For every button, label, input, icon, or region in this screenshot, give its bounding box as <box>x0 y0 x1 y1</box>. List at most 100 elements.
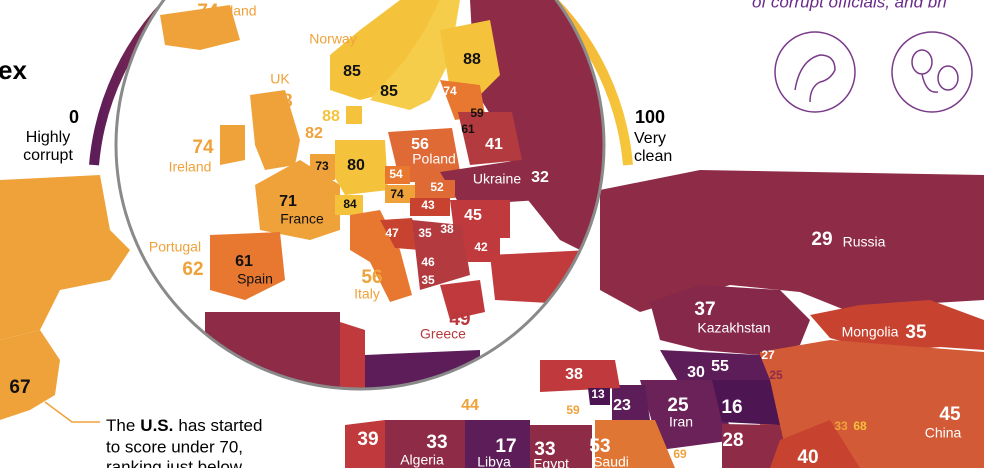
scale-ring <box>89 0 633 166</box>
region-name: Mongolia <box>842 324 899 340</box>
region-name: Kazakhstan <box>697 320 770 336</box>
region-name: Italy <box>354 286 380 302</box>
region-score: 59 <box>470 106 484 120</box>
region-name: Spain <box>237 271 273 287</box>
region-score: 44 <box>461 397 479 414</box>
region-name: Russia <box>843 234 886 250</box>
world-map <box>0 170 984 468</box>
region-score: 62 <box>182 259 203 280</box>
region-score: 38 <box>440 222 454 236</box>
region-score: 74 <box>390 187 404 201</box>
region-score: 30 <box>687 364 705 381</box>
region-score: 82 <box>305 125 323 142</box>
region-name: Portugal <box>149 239 201 255</box>
region-score: 33 <box>834 419 848 433</box>
region-name: Norway <box>309 31 356 47</box>
region-score: 49 <box>449 309 470 330</box>
region-name: Iceland <box>211 3 256 19</box>
europe-inset <box>160 0 604 389</box>
region-score: 38 <box>565 366 583 383</box>
region-score: 39 <box>357 429 378 450</box>
region-name: UK <box>270 71 290 87</box>
region-score: 40 <box>797 447 818 468</box>
legend-max: 100 <box>635 107 665 127</box>
region-score: 43 <box>421 198 435 212</box>
region-score: 67 <box>9 377 30 398</box>
lens-border <box>114 0 606 391</box>
region-score: 61 <box>235 253 253 270</box>
region-score: 80 <box>347 157 365 174</box>
region-score: 16 <box>721 397 742 418</box>
region-name: Algeria <box>400 452 444 468</box>
region-score: 74 <box>192 137 214 158</box>
region-score: 28 <box>722 430 743 451</box>
region-score: 25 <box>769 368 783 382</box>
region-score: 42 <box>474 240 488 254</box>
icons <box>774 31 973 113</box>
region-score: 25 <box>667 395 689 416</box>
region-score: 84 <box>343 197 357 211</box>
region-score: 55 <box>711 358 729 375</box>
region-score: 74 <box>443 84 457 98</box>
region-score: 53 <box>589 436 610 457</box>
region-score: 41 <box>485 136 503 153</box>
region-name: Iran <box>669 414 693 430</box>
region-score: 56 <box>361 267 382 288</box>
region-score: 35 <box>418 226 432 240</box>
region-score: 52 <box>430 180 444 194</box>
region-score: 32 <box>531 169 549 186</box>
region-score: 29 <box>811 229 832 250</box>
region-name: Saudi <box>593 454 629 468</box>
region-score: 88 <box>322 108 340 125</box>
region-score: 45 <box>464 207 482 224</box>
region-score: 17 <box>495 436 516 457</box>
region-score: 23 <box>613 397 631 414</box>
annotation-text: has started <box>178 416 262 435</box>
annotation-text: The <box>106 416 135 435</box>
region-score: 61 <box>461 122 475 136</box>
title-fragment: ex <box>0 55 27 85</box>
region-name: France <box>280 211 324 227</box>
legend-min-label: Highly <box>26 129 70 146</box>
region-name: Libya <box>477 454 511 468</box>
region-score: 27 <box>761 348 775 362</box>
region-score: 54 <box>389 167 403 181</box>
legend-min: 0 <box>69 107 79 127</box>
region-score: 88 <box>463 51 481 68</box>
region-score: 85 <box>343 63 361 80</box>
region-name: China <box>925 425 962 441</box>
region-score: 13 <box>591 387 605 401</box>
region-name: Poland <box>412 151 456 167</box>
region-score: 24 <box>566 390 580 404</box>
region-score: 78 <box>271 91 292 112</box>
region-score: 56 <box>411 136 429 153</box>
region-score: 71 <box>279 193 297 210</box>
region-name: Egypt <box>533 456 569 468</box>
region-score: 68 <box>853 419 867 433</box>
region-score: 35 <box>905 322 927 343</box>
region-name: Ukraine <box>473 171 521 187</box>
region-score: 59 <box>566 403 580 417</box>
legend-min-label: corrupt <box>23 147 73 164</box>
top-note: of corrupt officials, and bri <box>752 0 948 11</box>
annotation-text: ranking just below <box>106 457 243 468</box>
region-score: 33 <box>426 432 447 453</box>
legend-max-label: clean <box>634 148 672 165</box>
region-name: Greece <box>420 326 466 342</box>
region-score: 74 <box>197 1 219 22</box>
region-score: 37 <box>694 299 715 320</box>
region-name: Ireland <box>169 159 212 175</box>
region-score: 46 <box>421 255 435 269</box>
annotation-text: to score under 70, <box>106 437 243 456</box>
region-score: 35 <box>421 273 435 287</box>
region-score: 73 <box>315 159 329 173</box>
legend-max-label: Very <box>634 130 666 147</box>
annotation: The U.S. has started <box>106 416 262 435</box>
region-score: 33 <box>534 439 555 460</box>
annotation-bold: U.S. <box>140 416 173 435</box>
region-score: 85 <box>380 83 398 100</box>
region-score: 69 <box>673 447 687 461</box>
region-score: 45 <box>939 404 961 425</box>
region-score: 47 <box>385 226 399 240</box>
